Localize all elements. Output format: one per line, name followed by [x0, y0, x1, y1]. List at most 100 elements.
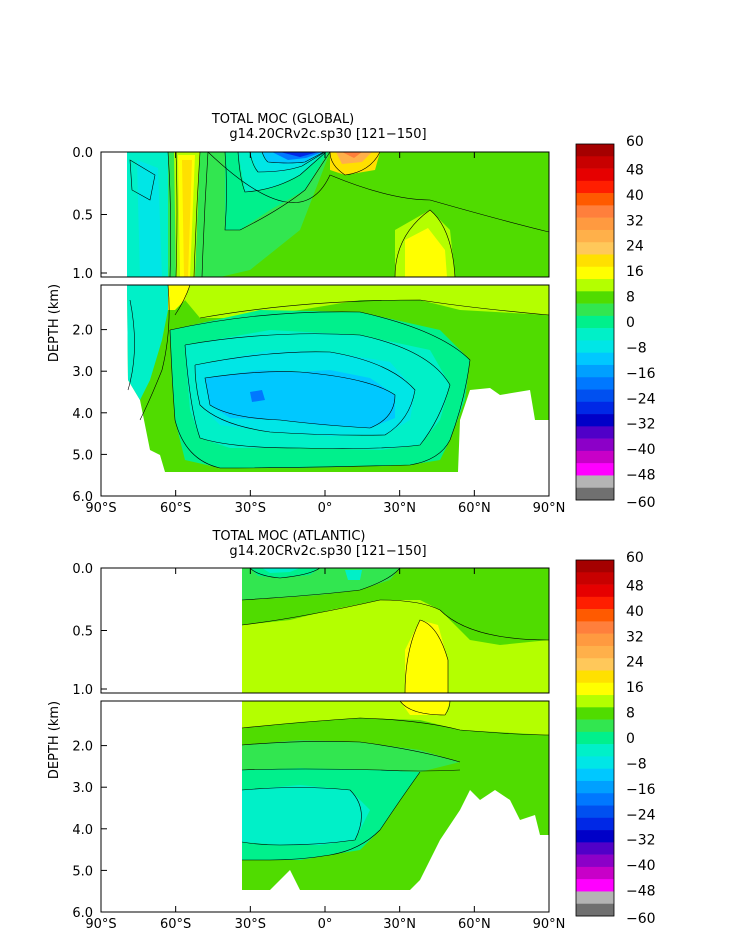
colorbar-label: −24	[626, 391, 656, 407]
colorbar-swatch	[576, 438, 614, 452]
atlantic-upper-field	[101, 568, 549, 693]
colorbar-swatch	[576, 560, 614, 573]
colorbar-swatch	[576, 805, 614, 819]
x-tick-label: 60°S	[160, 917, 191, 932]
colorbar-swatch	[576, 633, 614, 647]
atlantic-lower-field	[101, 701, 549, 912]
colorbar-atlantic: 60 48 40 32 24 16 8 0 −8 −16 −24 −32 −40 −48 −60	[575, 550, 656, 927]
colorbar-label: −32	[626, 833, 656, 849]
colorbar-swatch	[576, 719, 614, 733]
colorbar-swatch	[576, 352, 614, 366]
colorbar-swatch	[576, 903, 614, 917]
colorbar-label: 48	[626, 162, 644, 178]
y-axis-label: DEPTH (km)	[47, 284, 62, 362]
atlantic-lower-contours	[241, 701, 549, 861]
colorbar-label: −16	[626, 782, 656, 798]
colorbar-label: 0	[626, 731, 635, 747]
colorbar-label: −24	[626, 807, 656, 823]
colorbar-swatch	[576, 756, 614, 769]
colorbar-swatch	[576, 364, 614, 378]
colorbar-global: 60 48 40 32 24 16 8 0 −8 −16 −24 −32 −40 −48 −60	[575, 134, 656, 511]
colorbar-swatch	[576, 254, 614, 268]
x-tick-label: 90°S	[85, 501, 116, 516]
colorbar-swatch	[576, 389, 614, 403]
y-tick-label: 6.0	[72, 490, 93, 505]
colorbar-swatch	[576, 144, 614, 157]
colorbar-swatch	[576, 596, 614, 610]
colorbar-label: 40	[626, 188, 644, 204]
x-tick-label: 60°S	[160, 501, 191, 516]
x-tick-label: 30°N	[383, 917, 416, 932]
colorbar-swatch	[576, 854, 614, 868]
colorbar-swatch	[576, 707, 614, 720]
y-tick-label: 5.0	[72, 864, 93, 879]
chart-title: TOTAL MOC (GLOBAL)	[211, 112, 354, 127]
colorbar-swatch	[576, 266, 614, 280]
colorbar-label: −48	[626, 884, 656, 900]
axes: 90°S 60°S 30°S 0° 30°N 60°N 90°N 0.0 0.5 1.0 2.0 3.…	[72, 146, 565, 516]
y-tick-label: 3.0	[72, 781, 93, 796]
axes: 90°S 60°S 30°S 0° 30°N 60°N 90°N 0.0 0.5 1.0 2.0 3.…	[72, 562, 565, 932]
colorbar-swatch	[576, 584, 614, 598]
y-tick-label: 6.0	[72, 906, 93, 921]
y-tick-label: 5.0	[72, 448, 93, 463]
y-axis-label: DEPTH (km)	[47, 701, 62, 779]
colorbar-frame	[575, 559, 615, 917]
colorbar-swatch	[576, 817, 614, 831]
colorbar-swatch	[576, 475, 614, 489]
colorbar-swatch	[576, 217, 614, 231]
colorbar-label: 24	[626, 239, 644, 255]
y-tick-label: 0.0	[72, 562, 93, 577]
colorbar-swatch	[576, 315, 614, 329]
colorbar-label: −8	[626, 756, 647, 772]
colorbar-label: 8	[626, 706, 635, 722]
colorbar-swatch	[576, 168, 614, 182]
colorbar-swatch	[576, 830, 614, 843]
colorbar-swatch	[576, 695, 614, 708]
colorbar-label: −48	[626, 468, 656, 484]
colorbar-swatch	[576, 414, 614, 427]
x-tick-label: 30°N	[383, 501, 416, 516]
colorbar-swatch	[576, 229, 614, 243]
x-tick-label: 90°N	[533, 501, 566, 516]
colorbar-label: −8	[626, 340, 647, 356]
colorbar-swatch	[576, 744, 614, 757]
colorbar-swatch	[576, 879, 614, 892]
colorbar-swatch	[576, 377, 614, 390]
colorbar-label: −60	[626, 495, 656, 511]
chart-atlantic: TOTAL MOC (ATLANTIC) g14.20CRv2c.sp30 [1…	[47, 529, 565, 932]
colorbar-swatch	[576, 463, 614, 476]
y-tick-label: 1.0	[72, 683, 93, 698]
global-lower-field	[101, 285, 549, 496]
colorbar-swatch	[576, 866, 614, 880]
colorbar-swatch	[576, 780, 614, 794]
colorbar-label: 32	[626, 213, 644, 229]
y-tick-label: 0.0	[72, 146, 93, 161]
chart-subtitle: g14.20CRv2c.sp30 [121−150]	[229, 127, 426, 142]
colorbar-swatch	[576, 279, 614, 292]
x-tick-label: 60°N	[458, 501, 491, 516]
colorbar-swatch	[576, 682, 614, 696]
y-tick-label: 4.0	[72, 823, 93, 838]
colorbar-swatch	[576, 609, 614, 622]
colorbar-label: 40	[626, 604, 644, 620]
colorbar-label: 32	[626, 629, 644, 645]
colorbar-swatch	[576, 401, 614, 415]
colorbar-swatch	[576, 328, 614, 341]
colorbar-label: −60	[626, 911, 656, 927]
chart-subtitle: g14.20CRv2c.sp30 [121−150]	[229, 544, 426, 559]
colorbar-swatch	[576, 731, 614, 745]
colorbar-label: −40	[626, 442, 656, 458]
colorbar-swatch	[576, 487, 614, 501]
atlantic-upper-contours	[241, 568, 549, 693]
colorbar-swatch	[576, 303, 614, 317]
x-tick-label: 30°S	[235, 501, 266, 516]
colorbar-swatch	[576, 621, 614, 634]
y-tick-label: 2.0	[72, 740, 93, 755]
colorbar-swatch	[576, 768, 614, 782]
colorbar-frame	[575, 143, 615, 501]
global-lower-contours	[127, 285, 549, 469]
colorbar-swatch	[576, 658, 614, 671]
colorbar-label: 8	[626, 290, 635, 306]
